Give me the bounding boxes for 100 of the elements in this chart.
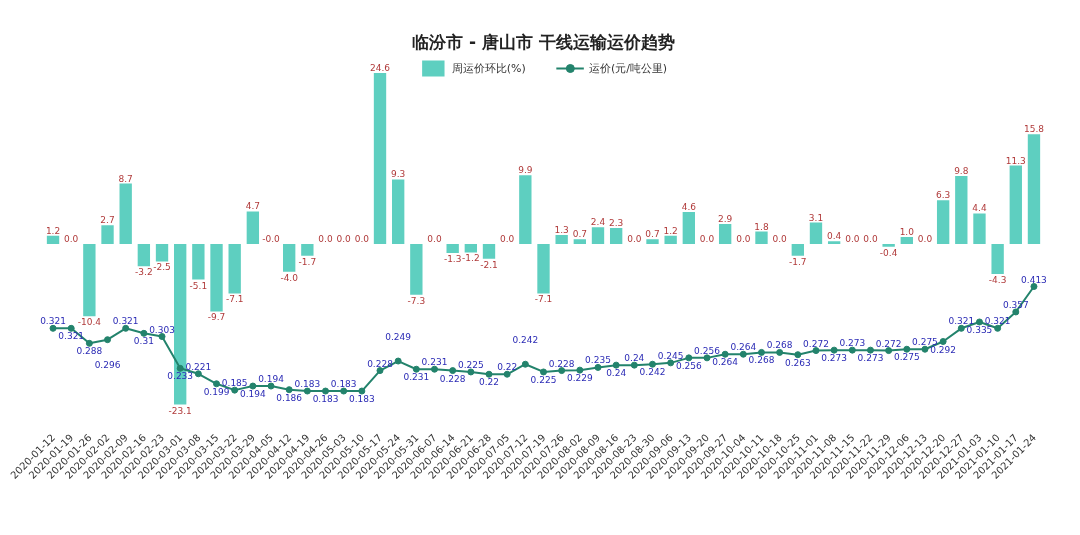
point [1030,283,1038,290]
point [412,365,420,373]
data-label: 0.413 [1021,274,1047,285]
data-label: 2.3 [609,218,624,229]
bar [46,235,60,245]
data-label: 1.8 [754,221,769,232]
bar [246,211,260,245]
bar [373,73,387,245]
bar [1009,165,1022,245]
point [739,350,747,358]
data-label: -4.0 [280,272,299,283]
data-label: 0.0 [845,234,860,245]
data-label: 0.225 [457,359,484,370]
chart-title: 临汾市 - 唐山市 干线运输运价趋势 [412,31,675,52]
data-label: 0.0 [699,234,715,245]
point [830,346,838,354]
point [594,363,602,371]
legend-label: 周运价环比(%) [451,60,526,76]
data-label: 2.7 [100,215,115,226]
point [558,367,566,375]
data-label: 0.0 [917,234,933,245]
data-label: 0.296 [94,359,121,370]
data-label: 0.183 [312,394,339,405]
data-label: 0.249 [385,332,412,343]
point [866,346,874,354]
data-label: 0.264 [730,342,757,353]
data-label: 8.7 [118,173,133,184]
point [757,348,765,356]
point [1012,308,1020,316]
data-label: -1.2 [462,253,480,264]
data-label: 9.3 [391,169,406,180]
data-label: 0.273 [839,338,866,349]
data-label: 4.4 [972,203,987,214]
data-label: 0.194 [239,389,267,400]
bar [755,231,768,245]
bar [791,244,804,256]
point [721,350,729,358]
data-label: 0.186 [276,392,303,403]
bar [446,244,459,254]
bar [137,244,151,267]
bar [573,239,587,245]
bar [228,244,241,294]
bar [991,244,1004,274]
bar [101,225,114,245]
bar [464,244,478,253]
point [267,382,275,390]
data-label: 0.321 [40,316,66,327]
point [794,351,802,359]
point [776,348,784,356]
data-label: 0.0 [500,234,515,245]
data-label: 0.228 [367,358,394,369]
data-label: 0.321 [948,316,975,327]
bar [900,237,913,245]
bar [283,244,296,272]
point [612,361,620,369]
point [576,366,584,374]
data-label: 0.0 [336,234,352,245]
data-label: 1.2 [45,225,61,236]
bar [973,213,986,245]
point [994,324,1002,332]
point [67,324,75,332]
data-label: -0.0 [262,234,281,245]
data-label: 24.6 [369,63,391,74]
data-label: 4.6 [681,202,697,213]
data-label: 0.183 [330,379,357,390]
data-label: -10.4 [77,317,102,328]
data-label: 0.242 [639,367,666,378]
data-label: 0.0 [427,234,442,245]
point [122,324,130,332]
point [231,386,239,394]
data-label: -1.7 [298,256,317,267]
data-label: 0.264 [712,357,739,368]
bar [410,244,423,295]
data-label: 0.228 [439,373,466,384]
data-label: 0.0 [627,234,642,245]
point [158,333,166,340]
data-label: 0.268 [766,340,793,351]
data-label: -2.1 [480,259,498,270]
data-label: 0.273 [821,353,848,364]
data-label: 0.256 [694,345,721,356]
bar [955,175,968,245]
bar [1027,134,1041,245]
bar [682,212,695,245]
data-label: 0.0 [64,234,79,245]
point [485,370,493,378]
data-label: -7.3 [407,295,426,306]
data-label: 2.4 [590,217,606,228]
point [85,339,93,347]
data-label: 0.0 [736,234,751,245]
point [322,387,330,395]
point [49,324,57,332]
data-label: 9.9 [518,165,533,176]
data-label: 0.22 [497,362,518,373]
data-label: 0.0 [318,234,333,245]
bar [392,179,405,245]
data-label: -1.7 [789,256,807,267]
bar [155,244,169,262]
data-label: 0.199 [203,386,230,397]
data-label: 0.231 [421,357,448,368]
point [903,345,911,353]
